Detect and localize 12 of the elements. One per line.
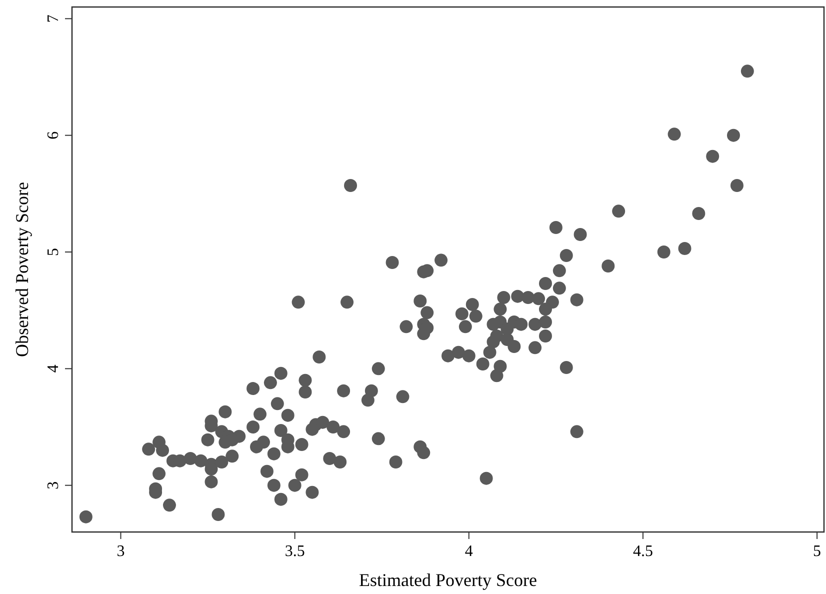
y-tick-label: 5 xyxy=(45,248,62,256)
y-tick-label: 7 xyxy=(45,14,62,23)
y-tick-label: 4 xyxy=(45,364,62,373)
x-tick-label: 3.5 xyxy=(284,543,305,560)
y-axis-title: Observed Poverty Score xyxy=(12,182,32,357)
x-axis-title: Estimated Poverty Score xyxy=(359,570,537,590)
y-tick-label: 6 xyxy=(45,131,62,140)
y-tick-label: 3 xyxy=(45,481,62,490)
x-tick-label: 5 xyxy=(813,543,822,560)
x-tick-label: 3 xyxy=(116,543,125,560)
x-tick-label: 4.5 xyxy=(632,543,653,560)
x-tick-label: 4 xyxy=(464,543,473,560)
